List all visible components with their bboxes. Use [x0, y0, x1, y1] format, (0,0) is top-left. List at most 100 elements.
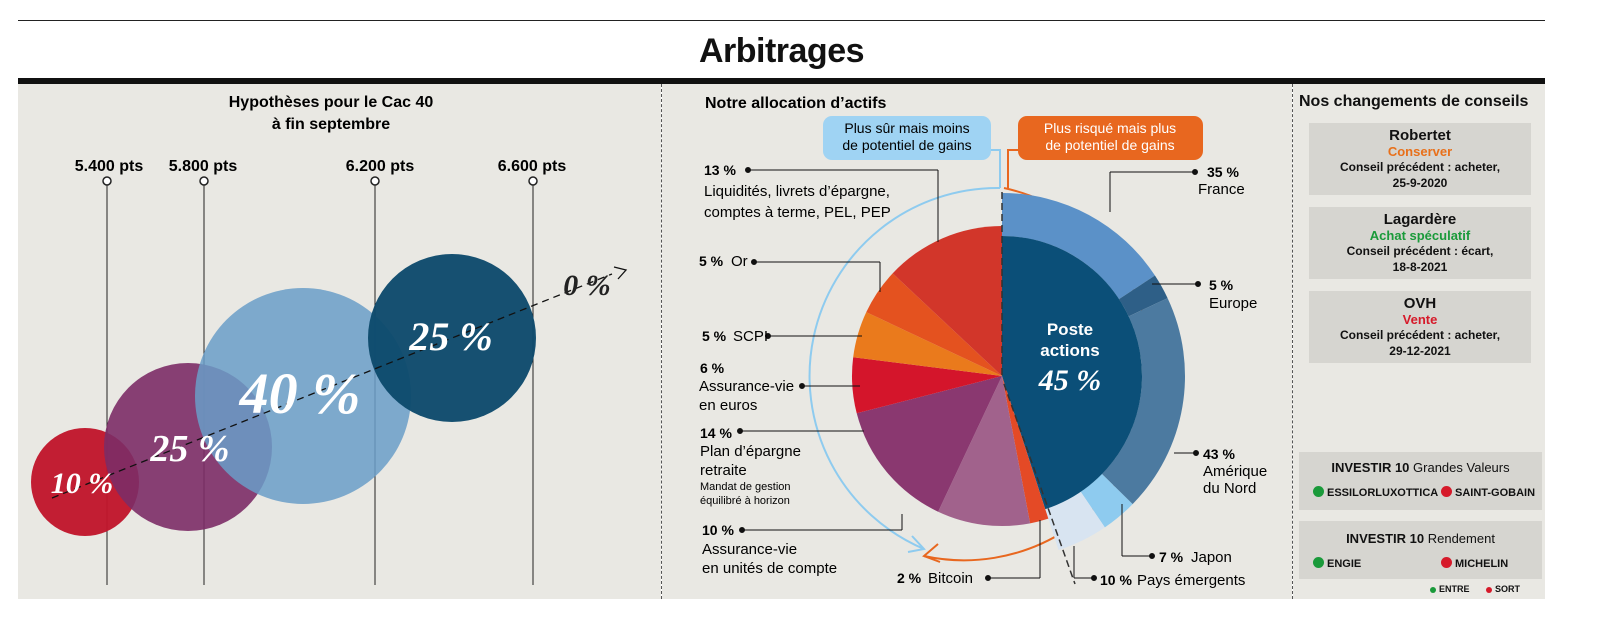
leader-lines-right: [1073, 169, 1201, 581]
legend-entry-label: ENTRE: [1439, 584, 1470, 594]
advice-recommendation: Conserver: [1387, 144, 1453, 159]
center-label-1: Poste: [1047, 320, 1093, 339]
investir-entry: ESSILORLUXOTTICA: [1327, 487, 1439, 499]
label-eu-pct: 5 %: [1209, 277, 1234, 293]
safer-arc-lead: [991, 149, 1001, 188]
separator-right: [1292, 84, 1293, 599]
label-em: Pays émergents: [1137, 572, 1245, 589]
label-per-note-2: équilibré à horizon: [700, 495, 790, 507]
center-value: 45 %: [1038, 364, 1102, 397]
label-scpi-pct: 5 %: [702, 328, 727, 344]
prob-6600-plus: 0 %: [563, 269, 611, 302]
bubble-6600: [368, 254, 536, 422]
legend: ENTRE SORT: [1430, 584, 1520, 594]
label-av-pct: 6 %: [700, 360, 725, 376]
label-per-2: retraite: [700, 462, 747, 479]
riskier-callout-box: [1018, 116, 1203, 160]
ring-segment-japon: [1080, 474, 1133, 528]
ring-segment-pays-mergents: [1045, 491, 1105, 551]
exit-dot-icon: [1441, 486, 1452, 497]
ring-segment-france: [1002, 193, 1155, 300]
pie-slice-plan-d-pargne-retraite: [856, 376, 1002, 512]
investir-portfolio-name: Grandes Valeurs: [1413, 460, 1510, 475]
label-liq-1: Liquidités, livrets d’épargne,: [704, 183, 890, 200]
leader-lines-left: [737, 167, 1041, 581]
level-label: 6.600 pts: [498, 158, 567, 175]
safer-callout-box: [823, 116, 991, 160]
label-scpi: SCPI: [733, 328, 768, 345]
advice-company: OVH: [1403, 295, 1437, 312]
page-title: Arbitrages: [698, 32, 865, 70]
safer-callout-line2: de potentiel de gains: [842, 137, 971, 153]
legend-entry-icon: [1430, 587, 1436, 593]
label-or-pct: 5 %: [699, 253, 724, 269]
pie-slice-assurance-vie-en-unit-s-de-com: [938, 376, 1031, 526]
pie-divider-lower: [1003, 383, 1076, 585]
label-eu: Europe: [1209, 295, 1257, 312]
investir-brand: INVESTIR 10: [1346, 531, 1425, 546]
level-label: 5.800 pts: [169, 158, 238, 175]
label-per-pct: 14 %: [700, 425, 732, 441]
label-or: Or: [731, 253, 748, 270]
label-btc-pct: 2 %: [897, 570, 922, 586]
legend-exit-icon: [1486, 587, 1493, 593]
pie-slice-scpi: [853, 312, 1002, 376]
investir-grandes-valeurs: INVESTIR 10 Grandes Valeurs ESSILORLUXOT…: [1299, 452, 1542, 510]
label-av-2: en euros: [699, 397, 757, 414]
label-em-pct: 10 %: [1100, 572, 1132, 588]
trend-arrowhead: [613, 266, 628, 280]
label-us-2: du Nord: [1203, 480, 1256, 497]
safer-arc: [808, 186, 1001, 550]
advice-previous: Conseil précédent : acheter,: [1339, 328, 1501, 342]
pie-slice-liquidit-s-livrets-d-pargne-co: [892, 226, 1002, 376]
investir-brand: INVESTIR 10: [1331, 460, 1410, 475]
label-per-note-1: Mandat de gestion: [700, 481, 791, 493]
cac40-bubble-chart: Hypothèses pour le Cac 40 à fin septembr…: [31, 94, 628, 585]
title-rule: [18, 78, 1545, 84]
investir-exit: MICHELIN: [1455, 558, 1509, 570]
pie-slice-bitcoin: [1002, 376, 1049, 524]
cac40-heading-2: à fin septembre: [272, 116, 390, 133]
safer-arc-arrow: [907, 535, 926, 553]
trend-arrow: [51, 273, 613, 499]
entry-dot-icon: [1313, 557, 1324, 568]
label-av-1: Assurance-vie: [699, 378, 794, 395]
advice-heading: Nos changements de conseils: [1299, 93, 1529, 110]
prob-6600: 25 %: [408, 314, 492, 359]
investir-exit: SAINT-GOBAIN: [1455, 487, 1536, 499]
pie-slice-or: [866, 273, 1002, 376]
riskier-callout-line1: Plus risqué mais plus: [1044, 120, 1176, 136]
level-6600: 6.600 pts: [498, 158, 567, 585]
bubble-6200: [195, 288, 411, 504]
advice-recommendation: Achat spéculatif: [1369, 228, 1471, 243]
investir-rendement: INVESTIR 10 Rendement ENGIE MICHELIN: [1299, 521, 1542, 579]
label-uc-pct: 10 %: [702, 522, 734, 538]
pie-slice-assurance-vie-en-euros: [852, 357, 1002, 414]
pie-slices: [852, 226, 1142, 526]
advice-card-ovh: OVH Vente Conseil précédent : acheter, 2…: [1309, 291, 1531, 363]
label-fr-pct: 35 %: [1207, 164, 1239, 180]
level-label: 6.200 pts: [346, 158, 415, 175]
label-fr: France: [1198, 181, 1245, 198]
advice-recommendation: Vente: [1402, 312, 1438, 327]
outer-ring: [1002, 193, 1185, 551]
label-jp-pct: 7 %: [1159, 549, 1184, 565]
entry-dot-icon: [1313, 486, 1324, 497]
ring-segment-europe: [1119, 275, 1168, 317]
advice-previous-date: 29-12-2021: [1389, 344, 1451, 358]
advice-company: Lagardère: [1383, 211, 1457, 228]
label-liq-pct: 13 %: [704, 162, 736, 178]
ring-segment-am-rique-du-nord: [1101, 298, 1185, 505]
cac40-heading-1: Hypothèses pour le Cac 40: [229, 94, 434, 111]
legend-exit-label: SORT: [1495, 584, 1521, 594]
advice-card-lagardere: Lagardère Achat spéculatif Conseil précé…: [1309, 207, 1531, 279]
label-uc-2: en unités de compte: [702, 560, 837, 577]
top-rule: [18, 20, 1545, 21]
advice-previous-date: 25-9-2020: [1392, 176, 1448, 190]
advice-card-robertet: Robertet Conserver Conseil précédent : a…: [1309, 123, 1531, 195]
label-uc-1: Assurance-vie: [702, 541, 797, 558]
riskier-callout-line2: de potentiel de gains: [1045, 137, 1174, 153]
center-label-2: actions: [1040, 341, 1100, 360]
safer-callout-line1: Plus sûr mais moins: [844, 120, 969, 136]
advice-previous: Conseil précédent : acheter,: [1339, 160, 1501, 174]
